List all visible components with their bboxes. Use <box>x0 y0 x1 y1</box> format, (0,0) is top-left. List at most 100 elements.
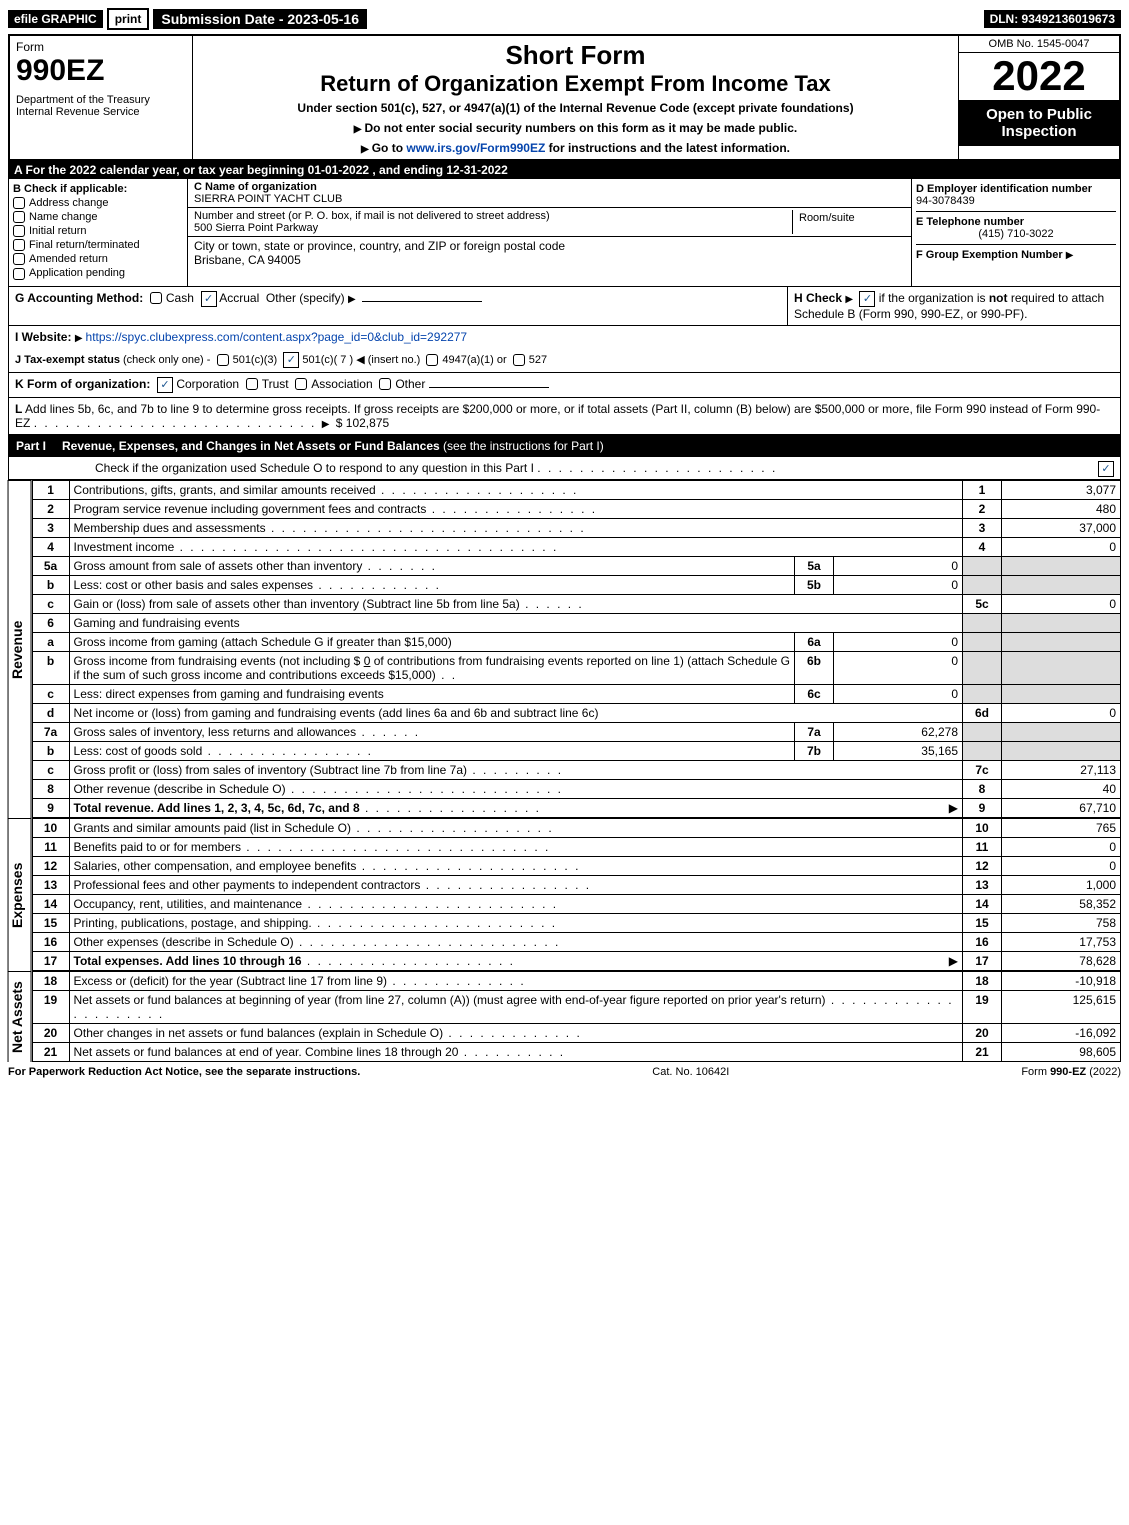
ln: 12 <box>32 856 69 875</box>
cb-final-return[interactable]: Final return/terminated <box>13 239 183 251</box>
valcol: 1,000 <box>1002 875 1121 894</box>
other-specify-input[interactable] <box>362 301 482 302</box>
numcol: 17 <box>963 951 1002 970</box>
website-link[interactable]: https://spyc.clubexpress.com/content.asp… <box>86 330 468 344</box>
ln: 8 <box>32 779 69 798</box>
footer-cat: Cat. No. 10642I <box>652 1066 729 1078</box>
desc: Other changes in net assets or fund bala… <box>69 1023 962 1042</box>
cb-schedule-o[interactable]: ✓ <box>1098 461 1114 477</box>
subln: 5b <box>795 575 834 594</box>
cb-527[interactable] <box>513 354 525 366</box>
cb-cash[interactable] <box>150 292 162 304</box>
desc: Gross income from fundraising events (no… <box>69 651 794 684</box>
group-exemption-label: F Group Exemption Number <box>916 249 1063 261</box>
cb-501c[interactable]: ✓ <box>283 352 299 368</box>
table-row: 13Professional fees and other payments t… <box>32 875 1120 894</box>
valcol: 0 <box>1002 537 1121 556</box>
numcol: 18 <box>963 971 1002 990</box>
gray <box>1002 684 1121 703</box>
part1-check-row: Check if the organization used Schedule … <box>8 457 1121 480</box>
desc: Gross amount from sale of assets other t… <box>69 556 794 575</box>
table-row: 19Net assets or fund balances at beginni… <box>32 990 1120 1023</box>
ln: 5a <box>32 556 69 575</box>
netassets-sidelabel: Net Assets <box>8 971 32 1062</box>
gray <box>1002 651 1121 684</box>
topbar: efile GRAPHIC print Submission Date - 20… <box>8 8 1121 30</box>
table-row: cGain or (loss) from sale of assets othe… <box>32 594 1120 613</box>
cb-501c3[interactable] <box>217 354 229 366</box>
h-text1: if the organization is <box>879 291 989 305</box>
cb-name-change[interactable]: Name change <box>13 211 183 223</box>
cb-label: Address change <box>29 197 109 209</box>
cb-amended-return[interactable]: Amended return <box>13 253 183 265</box>
footer: For Paperwork Reduction Act Notice, see … <box>8 1066 1121 1078</box>
valcol: 0 <box>1002 703 1121 722</box>
room-suite: Room/suite <box>792 210 905 234</box>
goto-post: for instructions and the latest informat… <box>545 141 790 155</box>
form-header: Form 990EZ Department of the Treasury In… <box>8 34 1121 161</box>
numcol: 15 <box>963 913 1002 932</box>
org-name-row: C Name of organization SIERRA POINT YACH… <box>188 179 911 208</box>
numcol: 12 <box>963 856 1002 875</box>
desc: Printing, publications, postage, and shi… <box>69 913 962 932</box>
valcol: 0 <box>1002 594 1121 613</box>
arrow-icon <box>348 291 359 305</box>
gray <box>1002 556 1121 575</box>
desc: Salaries, other compensation, and employ… <box>69 856 962 875</box>
other-org-input[interactable] <box>429 387 549 388</box>
subval: 0 <box>834 684 963 703</box>
table-row: 17Total expenses. Add lines 10 through 1… <box>32 951 1120 970</box>
ln: a <box>32 632 69 651</box>
dots: . . . . . . . . . . . . . . . . . . . . … <box>537 461 777 475</box>
cb-schedule-b[interactable]: ✓ <box>859 291 875 307</box>
ln: c <box>32 684 69 703</box>
k-label: K Form of organization: <box>15 377 150 391</box>
subval: 0 <box>834 632 963 651</box>
gray <box>963 684 1002 703</box>
cb-accrual[interactable]: ✓ <box>201 291 217 307</box>
cb-4947[interactable] <box>426 354 438 366</box>
j-label: J Tax-exempt status <box>15 354 120 366</box>
opt-assoc: Association <box>311 377 372 391</box>
org-name: SIERRA POINT YACHT CLUB <box>194 193 342 205</box>
submission-date: Submission Date - 2023-05-16 <box>153 9 367 29</box>
desc: Gross income from gaming (attach Schedul… <box>69 632 794 651</box>
ln: 13 <box>32 875 69 894</box>
desc: Other revenue (describe in Schedule O) .… <box>69 779 962 798</box>
table-row: 2Program service revenue including gover… <box>32 499 1120 518</box>
numcol: 10 <box>963 818 1002 837</box>
numcol: 6d <box>963 703 1002 722</box>
table-row: 9Total revenue. Add lines 1, 2, 3, 4, 5c… <box>32 798 1120 817</box>
cb-other-org[interactable] <box>379 378 391 390</box>
gray <box>963 575 1002 594</box>
table-row: 1Contributions, gifts, grants, and simil… <box>32 480 1120 499</box>
valcol: 480 <box>1002 499 1121 518</box>
cb-initial-return[interactable]: Initial return <box>13 225 183 237</box>
irs-link[interactable]: www.irs.gov/Form990EZ <box>406 141 545 155</box>
desc: Total expenses. Add lines 10 through 16 … <box>69 951 962 970</box>
gray <box>1002 722 1121 741</box>
ln: b <box>32 575 69 594</box>
valcol: -16,092 <box>1002 1023 1121 1042</box>
table-row: aGross income from gaming (attach Schedu… <box>32 632 1120 651</box>
desc: Net assets or fund balances at end of ye… <box>69 1042 962 1061</box>
section-bcd: B Check if applicable: Address change Na… <box>8 179 1121 287</box>
cb-association[interactable] <box>295 378 307 390</box>
cb-trust[interactable] <box>246 378 258 390</box>
ln: c <box>32 760 69 779</box>
desc: Less: direct expenses from gaming and fu… <box>69 684 794 703</box>
cb-address-change[interactable]: Address change <box>13 197 183 209</box>
expenses-sidelabel: Expenses <box>8 818 32 971</box>
opt-trust: Trust <box>262 377 289 391</box>
valcol: -10,918 <box>1002 971 1121 990</box>
print-button[interactable]: print <box>107 8 150 30</box>
table-row: bLess: cost or other basis and sales exp… <box>32 575 1120 594</box>
cb-corporation[interactable]: ✓ <box>157 377 173 393</box>
desc: Membership dues and assessments . . . . … <box>69 518 962 537</box>
numcol: 8 <box>963 779 1002 798</box>
netassets-section: Net Assets 18Excess or (deficit) for the… <box>8 971 1121 1062</box>
table-row: dNet income or (loss) from gaming and fu… <box>32 703 1120 722</box>
box-b: B Check if applicable: Address change Na… <box>9 179 188 286</box>
ein-label: D Employer identification number <box>916 183 1092 195</box>
cb-application-pending[interactable]: Application pending <box>13 267 183 279</box>
